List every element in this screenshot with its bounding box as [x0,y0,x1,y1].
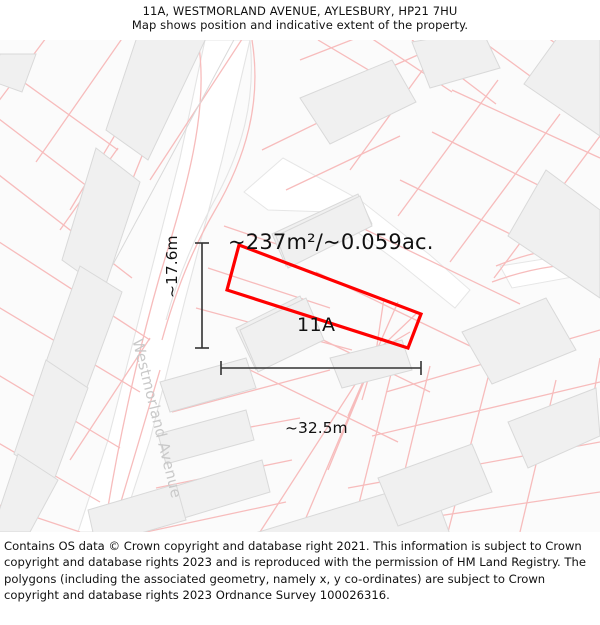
building-layer [0,40,600,532]
road-spur-east [243,157,471,309]
map-header: 11A, WESTMORLAND AVENUE, AYLESBURY, HP21… [0,0,600,40]
page-subtitle: Map shows position and indicative extent… [131,18,469,32]
area-label: ~237m²/~0.059ac. [228,230,434,254]
road-edge-upper [165,40,252,321]
copyright-footer: Contains OS data © Crown copyright and d… [0,532,600,625]
road-westmorland-avenue [77,40,251,532]
page-title: 11A, WESTMORLAND AVENUE, AYLESBURY, HP21… [142,4,458,18]
road-layer [77,40,600,532]
copyright-text: Contains OS data © Crown copyright and d… [4,539,586,603]
property-boundary-polygon[interactable] [225,242,424,350]
dimension-lines [195,242,422,375]
plot-number-label: 11A [297,314,336,336]
map-canvas[interactable]: ~237m²/~0.059ac. 11A ~32.5m ~17.6m Westm… [0,40,600,532]
height-dimension-label: ~17.6m [163,235,181,298]
map-vector-layer [0,40,600,532]
width-dimension-label: ~32.5m [285,419,348,437]
